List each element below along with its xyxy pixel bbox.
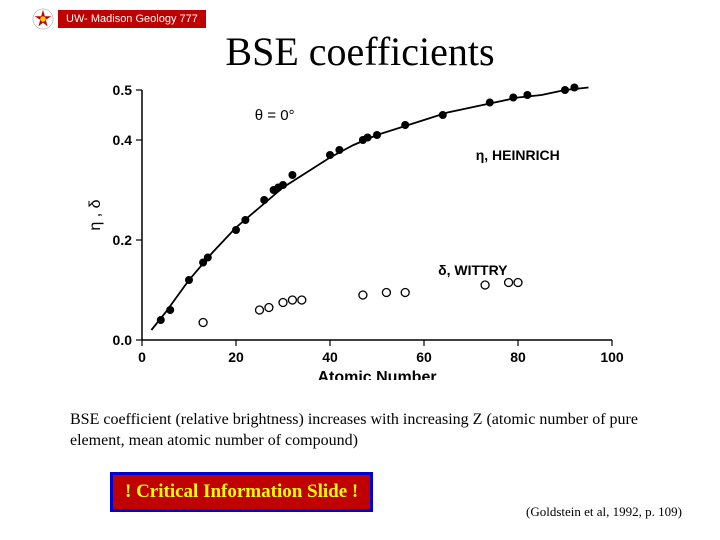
citation: (Goldstein et al, 1992, p. 109)	[526, 504, 682, 520]
bse-chart: 0 20 40 60 80 100 0.0 0.2 0.4 0.5 Atomic Number η ,…	[86, 80, 634, 380]
page-title: BSE coefficients	[0, 28, 720, 75]
critical-info-banner: ! Critical Information Slide !	[110, 472, 373, 512]
svg-text:20: 20	[228, 349, 244, 365]
svg-text:δ, WITTRY: δ, WITTRY	[438, 262, 508, 278]
svg-text:η, HEINRICH: η, HEINRICH	[476, 147, 560, 163]
svg-text:0.2: 0.2	[113, 232, 133, 248]
svg-text:η , δ: η , δ	[87, 199, 104, 230]
svg-text:Atomic Number: Atomic Number	[317, 369, 436, 380]
svg-text:θ = 0°: θ = 0°	[255, 107, 295, 124]
svg-text:80: 80	[510, 349, 526, 365]
header-badge: UW- Madison Geology 777	[32, 8, 206, 30]
svg-text:60: 60	[416, 349, 432, 365]
chart-caption: BSE coefficient (relative brightness) in…	[70, 410, 650, 452]
svg-text:0: 0	[138, 349, 146, 365]
svg-text:0.4: 0.4	[113, 132, 133, 148]
svg-text:0.0: 0.0	[113, 332, 133, 348]
uw-logo-icon	[32, 8, 54, 30]
svg-text:100: 100	[600, 349, 624, 365]
svg-text:0.5: 0.5	[113, 82, 133, 98]
course-badge: UW- Madison Geology 777	[58, 10, 206, 28]
svg-text:40: 40	[322, 349, 338, 365]
